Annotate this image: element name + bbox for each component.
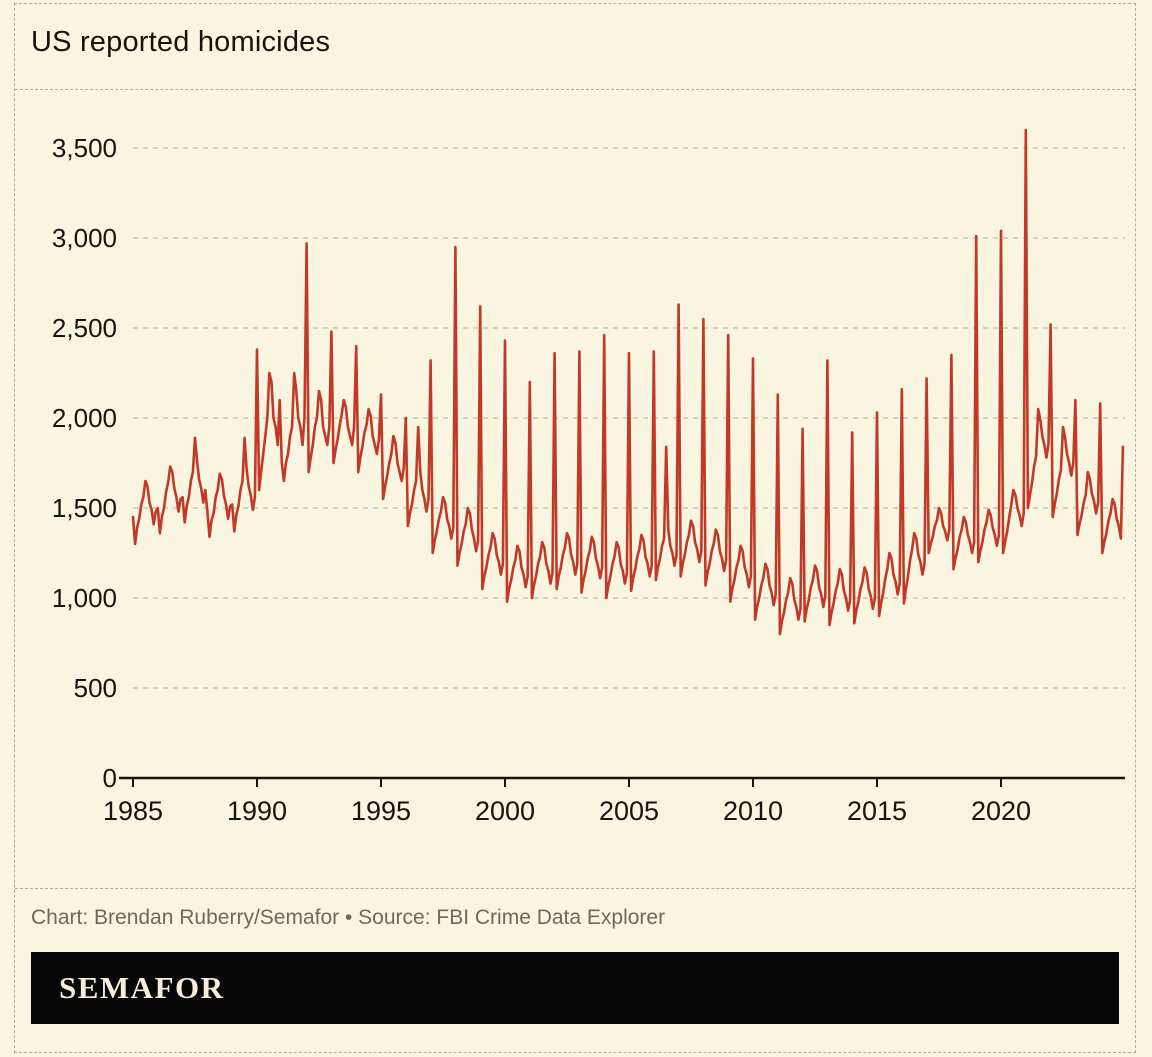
series-line bbox=[131, 128, 1125, 636]
y-tick-label: 0 bbox=[103, 763, 117, 793]
y-tick-label: 2,000 bbox=[52, 403, 117, 433]
chart-header: US reported homicides bbox=[15, 4, 1135, 90]
semafor-logo: SEMAFOR bbox=[59, 970, 225, 1005]
y-tick-label: 1,000 bbox=[52, 583, 117, 613]
chart-title: US reported homicides bbox=[31, 26, 331, 58]
y-tick-label: 500 bbox=[74, 673, 117, 703]
logo-bar: SEMAFOR bbox=[31, 952, 1119, 1024]
x-tick-label: 1995 bbox=[351, 796, 411, 826]
x-tick-label: 2015 bbox=[847, 796, 907, 826]
credit-bar: Chart: Brendan Ruberry/Semafor • Source:… bbox=[15, 888, 1135, 946]
x-tick-label: 2010 bbox=[723, 796, 783, 826]
x-tick-label: 1985 bbox=[103, 796, 163, 826]
chart-area: 0 500 1,000 1,500 2,000 2,500 3,000 3,500 1985 19… bbox=[15, 90, 1135, 888]
chart-card: US reported homicides 0 500 1,000 1,500 2,00… bbox=[14, 3, 1136, 1053]
chart-credit: Chart: Brendan Ruberry/Semafor • Source:… bbox=[31, 906, 666, 929]
x-tick-label: 2005 bbox=[599, 796, 659, 826]
x-tick-label: 2000 bbox=[475, 796, 535, 826]
y-tick-label: 3,000 bbox=[52, 223, 117, 253]
homicides-line-chart: 0 500 1,000 1,500 2,000 2,500 3,000 3,500 1985 19… bbox=[52, 128, 1125, 826]
x-tick-label: 2020 bbox=[971, 796, 1031, 826]
y-tick-label: 1,500 bbox=[52, 493, 117, 523]
y-tick-label: 2,500 bbox=[52, 313, 117, 343]
y-tick-label: 3,500 bbox=[52, 133, 117, 163]
x-tick-label: 1990 bbox=[227, 796, 287, 826]
